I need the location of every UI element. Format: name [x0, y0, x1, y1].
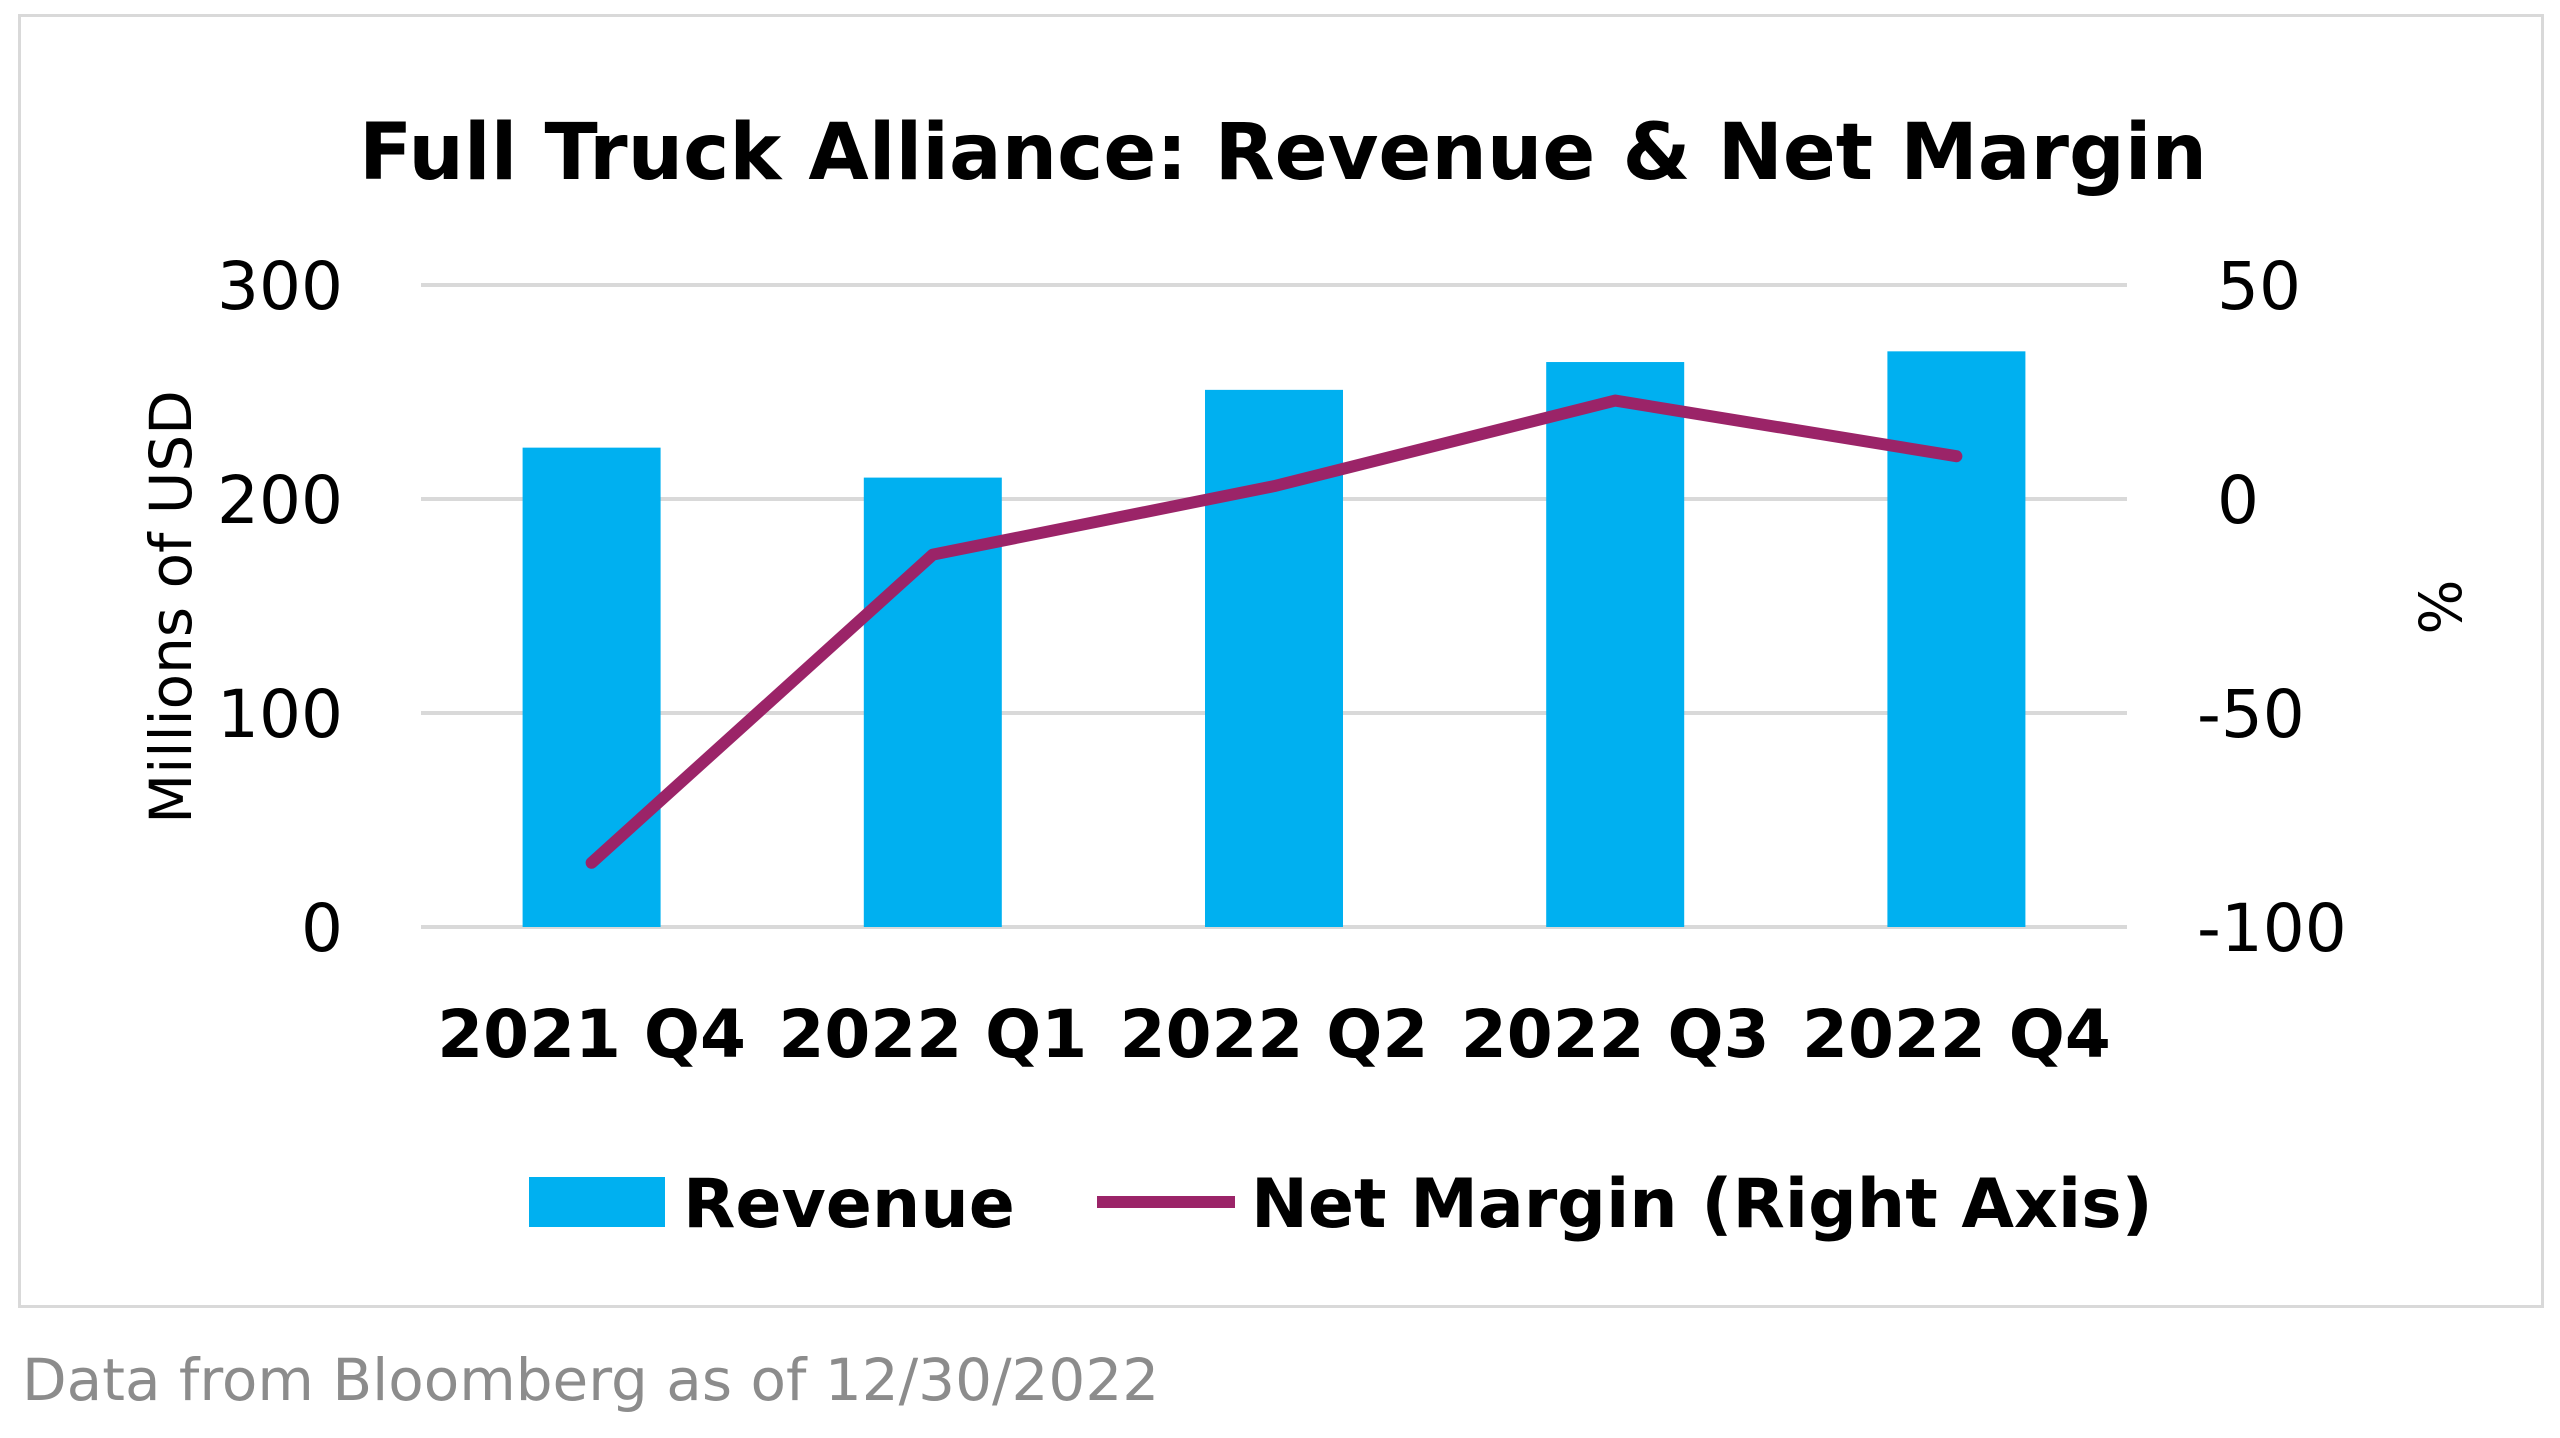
legend-label-revenue: Revenue [683, 1165, 1015, 1244]
chart-svg: Full Truck Alliance: Revenue & Net Margi… [137, 108, 2473, 1244]
left-tick-label-1: 100 [217, 676, 343, 753]
right-tick-label-2: 0 [2217, 462, 2259, 539]
chart-frame: Full Truck Alliance: Revenue & Net Margi… [18, 14, 2544, 1308]
category-label-2: 2022 Q2 [1120, 996, 1429, 1073]
chart-title: Full Truck Alliance: Revenue & Net Margi… [359, 108, 2207, 198]
category-labels: 2021 Q4 2022 Q1 2022 Q2 2022 Q3 2022 Q4 [437, 996, 2111, 1073]
left-tick-label-3: 300 [217, 248, 343, 325]
revenue-bars [522, 351, 2026, 928]
net-margin-line-group [585, 394, 1963, 869]
category-label-3: 2022 Q3 [1461, 996, 1770, 1073]
left-axis-title: Millions of USD [137, 390, 205, 824]
net-margin-line [585, 394, 1963, 869]
right-tick-label-1: -50 [2197, 676, 2305, 753]
right-axis-title: % [2405, 579, 2473, 634]
left-tick-label-2: 200 [217, 462, 343, 539]
left-axis-ticks: 0 100 200 300 [217, 248, 343, 967]
right-axis-ticks: -100 -50 0 50 [2197, 248, 2347, 967]
bar-revenue-0 [522, 447, 661, 927]
right-tick-label-3: 50 [2217, 248, 2301, 325]
legend: Revenue Net Margin (Right Axis) [529, 1165, 2153, 1244]
legend-label-net-margin: Net Margin (Right Axis) [1251, 1165, 2153, 1244]
bar-revenue-3 [1546, 362, 1685, 927]
left-tick-label-0: 0 [301, 890, 343, 967]
legend-swatch-revenue [529, 1177, 665, 1227]
source-note: Data from Bloomberg as of 12/30/2022 [22, 1346, 1160, 1414]
category-label-0: 2021 Q4 [437, 996, 746, 1073]
bar-revenue-4 [1887, 351, 2026, 928]
right-tick-label-0: -100 [2197, 890, 2347, 967]
category-label-4: 2022 Q4 [1802, 996, 2111, 1073]
category-label-1: 2022 Q1 [778, 996, 1087, 1073]
